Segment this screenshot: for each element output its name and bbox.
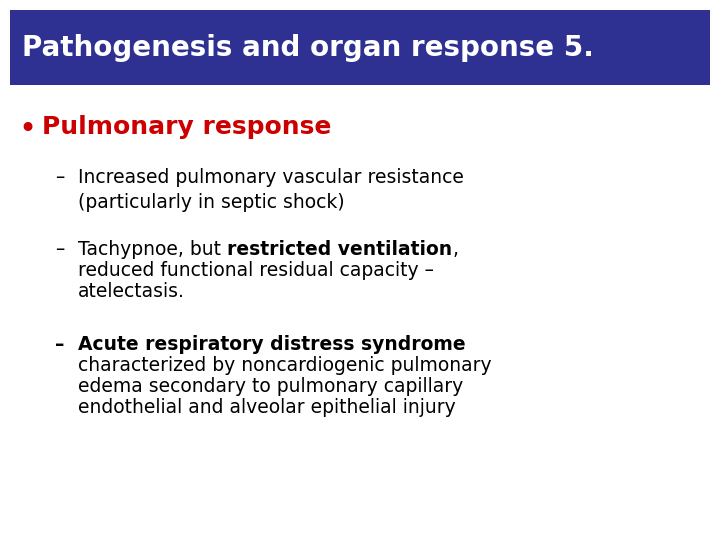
Text: restricted ventilation: restricted ventilation	[227, 240, 452, 259]
Bar	[10, 10, 710, 85]
Text: –: –	[55, 168, 64, 187]
Text: Acute respiratory distress syndrome: Acute respiratory distress syndrome	[78, 335, 466, 354]
Text: characterized by noncardiogenic pulmonary: characterized by noncardiogenic pulmonar…	[78, 356, 492, 375]
Text: •: •	[18, 115, 36, 144]
Text: –: –	[55, 240, 64, 259]
Text: Increased pulmonary vascular resistance
(particularly in septic shock): Increased pulmonary vascular resistance …	[78, 168, 464, 212]
Text: Tachypnoe, but: Tachypnoe, but	[78, 240, 227, 259]
Text: Pathogenesis and organ response 5.: Pathogenesis and organ response 5.	[22, 33, 594, 62]
Text: edema secondary to pulmonary capillary: edema secondary to pulmonary capillary	[78, 377, 463, 396]
Text: –: –	[55, 335, 64, 354]
Text: atelectasis.: atelectasis.	[78, 282, 185, 301]
Text: ,: ,	[452, 240, 458, 259]
Text: reduced functional residual capacity –: reduced functional residual capacity –	[78, 261, 434, 280]
Text: endothelial and alveolar epithelial injury: endothelial and alveolar epithelial inju…	[78, 398, 456, 417]
Text: Pulmonary response: Pulmonary response	[42, 115, 331, 139]
